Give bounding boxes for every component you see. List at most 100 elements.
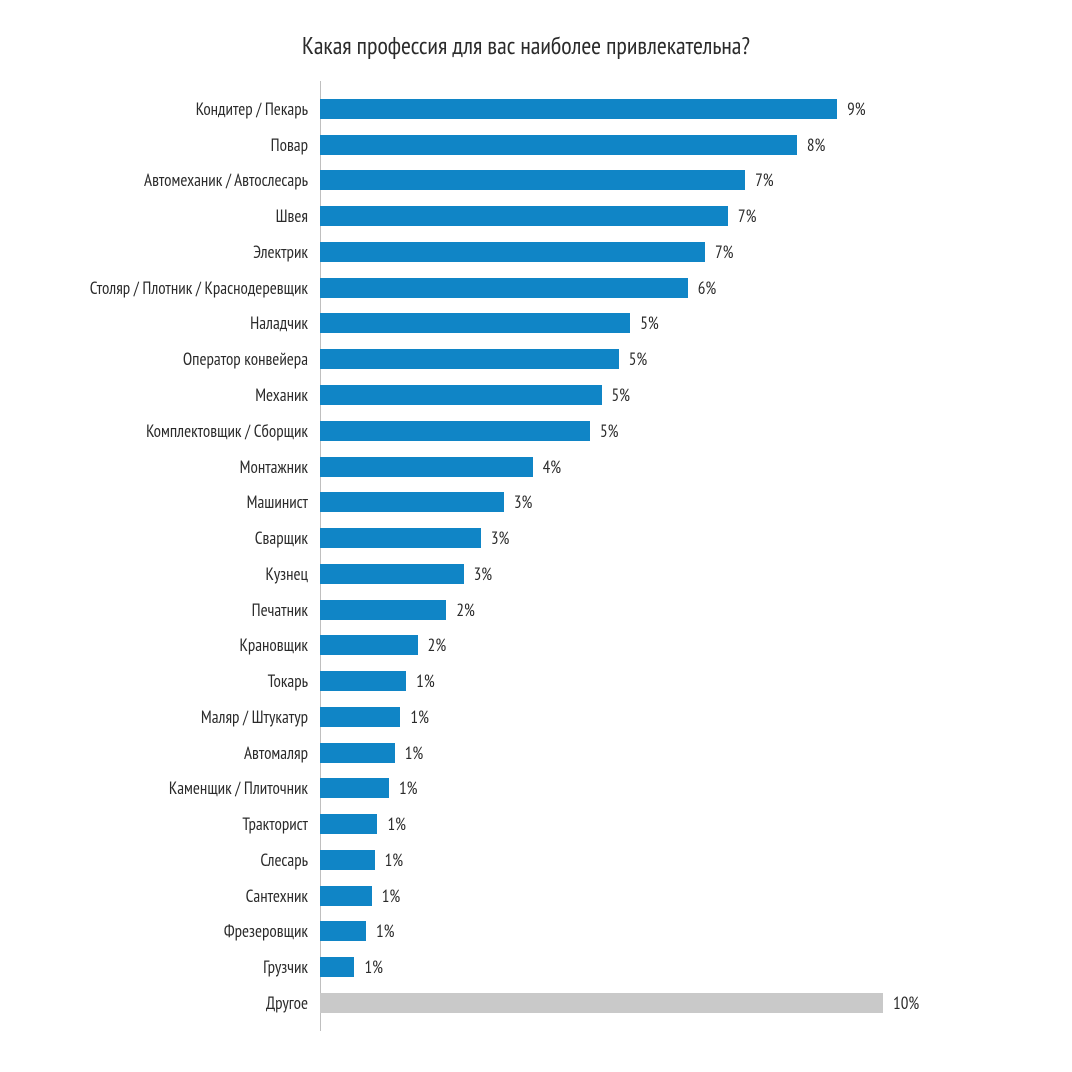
category-label: Кондитер / Пекарь [196,98,320,120]
bar [320,814,377,834]
bar-row: Грузчик1% [320,956,952,978]
category-label: Печатник [252,599,320,621]
bar-rows: Кондитер / Пекарь9% Повар8% Автомеханик / … [320,91,952,1021]
value-label: 5% [590,420,618,442]
bar [320,457,533,477]
bar-row: Кузнец3% [320,563,952,585]
value-label: 3% [504,491,532,513]
value-label: 8% [797,134,825,156]
bar [320,993,883,1013]
bar-row: Кондитер / Пекарь9% [320,98,952,120]
bar-row: Печатник2% [320,599,952,621]
bar [320,278,688,298]
value-label: 3% [464,563,492,585]
bar-row: Слесарь1% [320,849,952,871]
bar-row: Каменщик / Плиточник1% [320,777,952,799]
bar [320,135,797,155]
category-label: Швея [276,205,320,227]
value-label: 10% [883,992,919,1014]
bar-row: Другое10% [320,992,952,1014]
value-label: 5% [602,384,630,406]
bar [320,921,366,941]
category-label: Крановщик [239,634,320,656]
value-label: 7% [745,169,773,191]
bar [320,743,395,763]
bar-row: Комплектовщик / Сборщик5% [320,420,952,442]
category-label: Столяр / Плотник / Краснодеревщик [90,277,320,299]
value-label: 3% [481,527,509,549]
category-label: Фрезеровщик [224,920,320,942]
category-label: Автомаляр [244,742,320,764]
value-label: 1% [395,742,423,764]
category-label: Машинист [247,491,320,513]
bar-row: Монтажник4% [320,456,952,478]
category-label: Механик [255,384,320,406]
category-label: Маляр / Штукатур [201,706,320,728]
bar-row: Токарь1% [320,670,952,692]
chart-container: Какая профессия для вас наиболее привлек… [0,0,1072,1072]
category-label: Слесарь [260,849,320,871]
value-label: 1% [366,920,394,942]
category-label: Оператор конвейера [183,348,320,370]
chart-title: Какая профессия для вас наиболее привлек… [40,30,1012,61]
value-label: 1% [406,670,434,692]
category-label: Каменщик / Плиточник [169,777,320,799]
bar [320,528,481,548]
bar [320,671,406,691]
value-label: 1% [377,813,405,835]
bar-row: Наладчик5% [320,312,952,334]
category-label: Повар [271,134,320,156]
bar [320,600,446,620]
value-label: 7% [705,241,733,263]
bar-row: Крановщик2% [320,634,952,656]
value-label: 1% [375,849,403,871]
plot-area: Кондитер / Пекарь9% Повар8% Автомеханик / … [320,91,952,1021]
category-label: Кузнец [265,563,320,585]
value-label: 7% [728,205,756,227]
category-label: Электрик [253,241,320,263]
bar [320,707,400,727]
value-label: 5% [630,312,658,334]
value-label: 1% [389,777,417,799]
value-label: 6% [688,277,716,299]
bar-row: Сантехник1% [320,885,952,907]
value-label: 2% [446,599,474,621]
bar [320,349,619,369]
category-label: Токарь [268,670,320,692]
bar [320,957,354,977]
value-label: 4% [533,456,561,478]
bar-row: Тракторист1% [320,813,952,835]
bar-row: Фрезеровщик1% [320,920,952,942]
bar [320,99,837,119]
bar [320,242,705,262]
bar-row: Машинист3% [320,491,952,513]
category-label: Грузчик [263,956,320,978]
category-label: Сварщик [255,527,320,549]
bar-row: Маляр / Штукатур1% [320,706,952,728]
bar-row: Механик5% [320,384,952,406]
bar-row: Швея7% [320,205,952,227]
bar [320,635,418,655]
bar [320,385,602,405]
category-label: Тракторист [242,813,320,835]
value-label: 2% [418,634,446,656]
category-label: Наладчик [250,312,320,334]
category-label: Другое [266,992,320,1014]
category-label: Монтажник [240,456,320,478]
value-label: 1% [354,956,382,978]
bar-row: Повар8% [320,134,952,156]
bar [320,421,590,441]
bar-row: Автомеханик / Автослесарь7% [320,169,952,191]
bar-row: Автомаляр1% [320,742,952,764]
category-label: Комплектовщик / Сборщик [146,420,320,442]
category-label: Автомеханик / Автослесарь [144,169,320,191]
bar-row: Электрик7% [320,241,952,263]
bar [320,564,464,584]
value-label: 1% [372,885,400,907]
category-label: Сантехник [246,885,320,907]
bar [320,492,504,512]
bar [320,850,375,870]
bar [320,206,728,226]
bar-row: Столяр / Плотник / Краснодеревщик6% [320,277,952,299]
bar-row: Оператор конвейера5% [320,348,952,370]
